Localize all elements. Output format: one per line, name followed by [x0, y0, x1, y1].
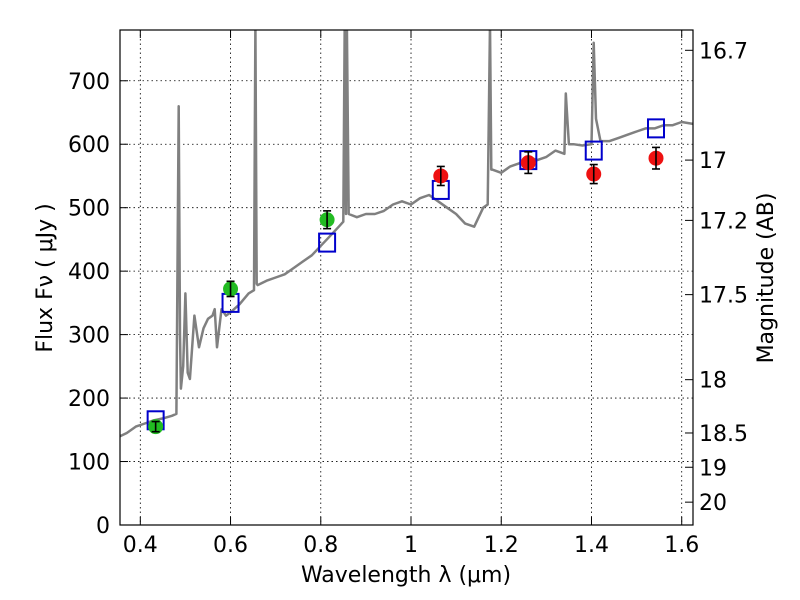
mag-tick-label: 19 [699, 456, 727, 481]
mag-tick-label: 18.5 [699, 422, 748, 447]
plot-frame [119, 29, 694, 526]
y-tick-label: 200 [68, 387, 110, 412]
axis-ticks: 0.4 0.6 0.8 1 1.2 1.4 1.6 0 100 200 300 400 500 600 70… [68, 30, 748, 558]
mag-tick-label: 20 [699, 491, 727, 516]
y2-axis-title: Magnitude (AB) [754, 193, 779, 364]
x-tick-label: 0.4 [123, 533, 158, 558]
model-square-marker [647, 118, 666, 139]
model-square-marker [584, 140, 603, 161]
x-tick-label: 0.6 [213, 533, 248, 558]
y-tick-label: 700 [68, 70, 110, 95]
mag-tick-label: 17.2 [699, 209, 748, 234]
y-tick-label: 500 [68, 197, 110, 222]
y-axis-title: Flux Fν ( μJy ) [33, 203, 58, 352]
y-tick-label: 600 [68, 133, 110, 158]
mag-tick-label: 17 [699, 149, 727, 174]
y-tick-label: 0 [96, 514, 110, 539]
x-tick-label: 1 [404, 533, 418, 558]
x-tick-label: 0.8 [303, 533, 338, 558]
mag-tick-label: 17.5 [699, 284, 748, 309]
x-axis-title: Wavelength λ (μm) [301, 563, 511, 588]
y-tick-label: 100 [68, 451, 110, 476]
x-tick-label: 1.6 [664, 533, 699, 558]
x-tick-label: 1.4 [574, 533, 609, 558]
mag-tick-label: 18 [699, 369, 727, 394]
model-square-marker [318, 232, 337, 253]
spectrum-line [120, 30, 693, 438]
x-tick-label: 1.2 [484, 533, 519, 558]
y-tick-label: 300 [68, 324, 110, 349]
mag-tick-label: 16.7 [699, 39, 748, 64]
plot-area [120, 30, 693, 438]
y-tick-label: 400 [68, 260, 110, 285]
